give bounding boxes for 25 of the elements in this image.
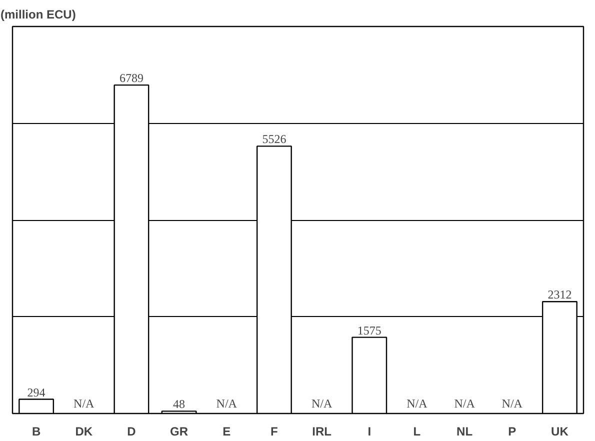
x-tick-label: I	[368, 424, 372, 438]
x-tick-label: P	[508, 424, 516, 438]
x-tick-label: IRL	[312, 424, 332, 438]
text: N/A	[74, 396, 94, 410]
data-label: 294	[27, 385, 46, 400]
x-tick-label: D	[127, 424, 136, 438]
text: N/A	[454, 396, 475, 410]
x-tick-label: NL	[456, 424, 473, 438]
x-tick-label: UK	[551, 424, 569, 438]
x-tick-label: L	[413, 424, 421, 438]
x-tick-label: E	[222, 424, 231, 438]
x-tick-label: GR	[170, 424, 188, 438]
text: N/A	[502, 396, 522, 410]
text: N/A	[311, 396, 332, 410]
data-label: 2312	[548, 288, 572, 302]
text: N/A	[406, 396, 428, 410]
data-label: 5526	[262, 132, 286, 146]
data-label: 1575	[357, 323, 382, 338]
x-tick-label: DK	[75, 424, 93, 438]
y-axis-title: (million ECU)	[0, 8, 76, 22]
x-tick-label: B	[32, 424, 41, 438]
x-tick-label: F	[270, 424, 278, 438]
text: N/A	[216, 396, 237, 410]
data-label: 6789	[119, 71, 144, 86]
data-label: 48	[173, 397, 186, 412]
